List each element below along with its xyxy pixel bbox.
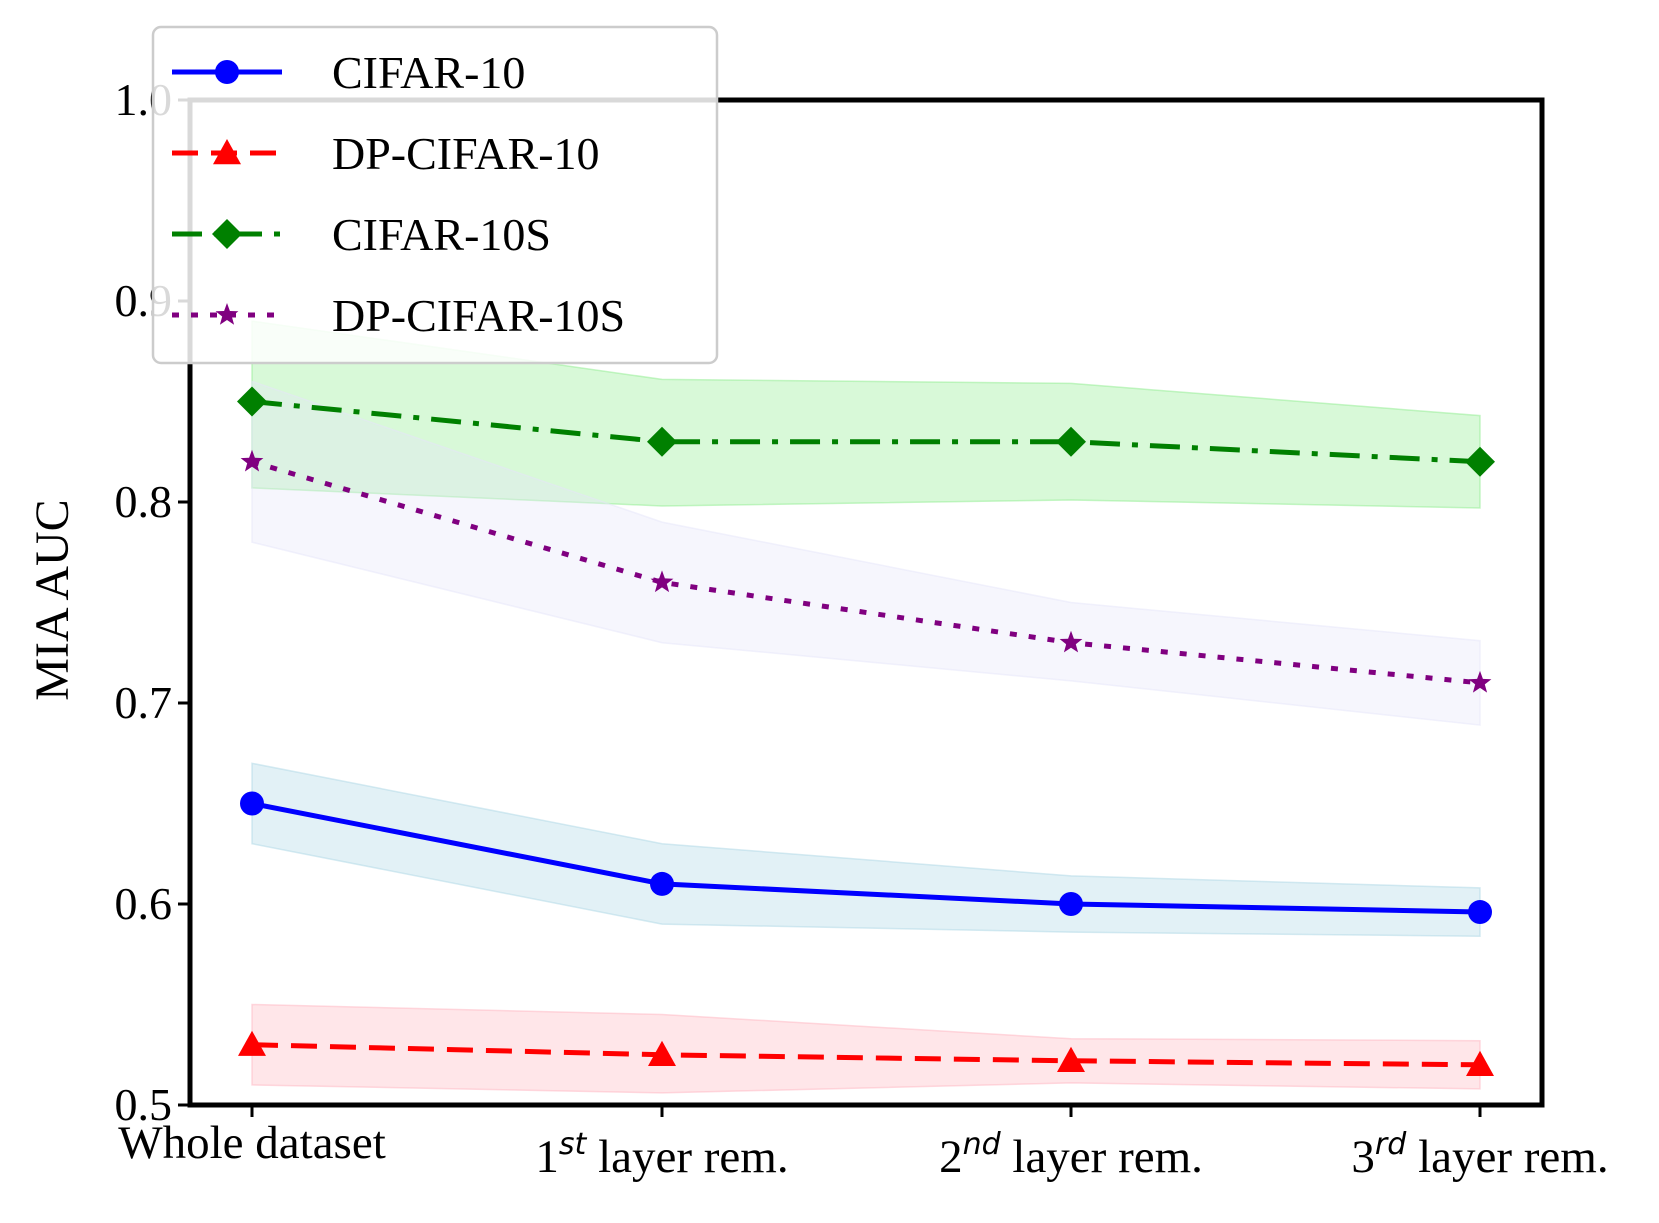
legend-label: CIFAR-10: [332, 47, 525, 98]
line-dp-cifar-10: [251, 1042, 1481, 1068]
point-cifar-10: [240, 791, 264, 816]
line-cifar-10: [251, 801, 1481, 915]
point-dp-cifar-10s: [1059, 630, 1083, 653]
series-lines: [251, 399, 1481, 1068]
legend-box: [151, 25, 719, 365]
y-tick-label: 0.5: [115, 1079, 173, 1130]
y-tick-label: 0.6: [115, 878, 173, 929]
x-axis: Whole dataset 1st layer rem. 2nd layer rem…: [118, 1105, 1609, 1183]
legend-label: DP-CIFAR-10S: [332, 290, 625, 341]
x-tick-label: 2nd layer rem.: [939, 1127, 1203, 1183]
point-cifar-10s: [1465, 446, 1495, 477]
point-dp-cifar-10: [1466, 1050, 1494, 1076]
confidence-bands: [251, 320, 1481, 1094]
legend-label: DP-CIFAR-10: [332, 128, 600, 179]
point-dp-cifar-10: [648, 1040, 676, 1066]
band-cifar-10s: [251, 320, 1481, 509]
band-dp-cifar-10s: [251, 380, 1481, 726]
line-cifar-10s: [251, 399, 1481, 465]
legend-marker-cifar-10s: [212, 219, 242, 249]
legend-marker-dp-cifar-10s: [215, 303, 239, 325]
point-cifar-10: [650, 871, 674, 896]
y-axis: 0.50.60.70.80.91.0: [115, 74, 190, 1130]
point-dp-cifar-10: [1057, 1046, 1085, 1072]
point-cifar-10s: [1056, 426, 1086, 457]
point-dp-cifar-10s: [240, 449, 264, 472]
line-dp-cifar-10s: [251, 459, 1481, 686]
point-dp-cifar-10: [238, 1030, 266, 1056]
plot-frame: [187, 97, 1545, 1108]
legend-marker-cifar-10: [215, 60, 239, 84]
series-markers: [237, 386, 1495, 1076]
y-tick-label: 0.7: [115, 677, 173, 728]
y-axis-label: MIA AUC: [26, 499, 79, 700]
point-dp-cifar-10s: [1468, 670, 1492, 693]
y-tick-label: 0.8: [115, 476, 173, 527]
point-cifar-10s: [647, 426, 677, 457]
legend: CIFAR-10 DP-CIFAR-10 CIFAR-10S DP-CIFAR-10S: [151, 25, 719, 365]
point-cifar-10: [1468, 900, 1492, 925]
point-dp-cifar-10s: [650, 570, 674, 593]
band-cifar-10: [251, 762, 1481, 937]
x-tick-label: 1st layer rem.: [535, 1127, 788, 1183]
legend-marker-dp-cifar-10: [213, 139, 241, 165]
band-dp-cifar-10: [251, 1003, 1481, 1094]
legend-label: CIFAR-10S: [332, 209, 551, 260]
point-cifar-10: [1059, 892, 1083, 916]
point-cifar-10s: [237, 386, 267, 417]
x-tick-label: Whole dataset: [118, 1117, 386, 1169]
x-tick-label: 3rd layer rem.: [1351, 1127, 1608, 1183]
